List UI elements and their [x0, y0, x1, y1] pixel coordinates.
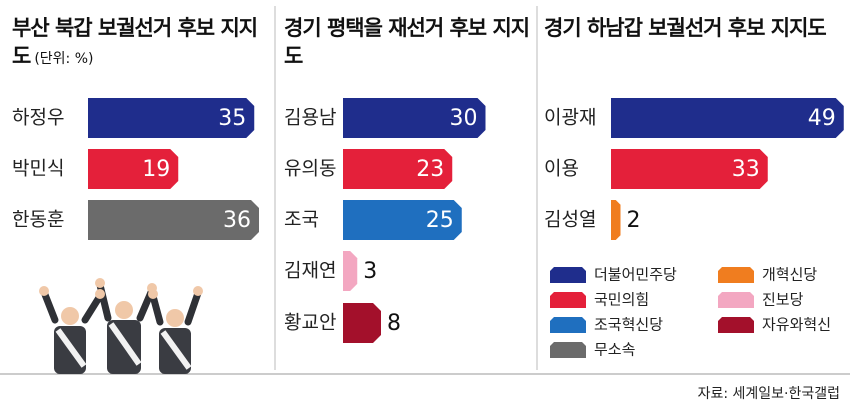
chart-title: 경기 평택을 재선거 후보 지지도 — [284, 16, 530, 68]
legend-swatch — [718, 317, 754, 333]
value-label: 49 — [808, 106, 836, 131]
value-label: 36 — [223, 208, 251, 233]
category-label: 이용 — [544, 158, 579, 180]
illustration — [39, 278, 203, 374]
value-label: 2 — [627, 208, 641, 233]
bar — [88, 200, 259, 240]
category-label: 한동훈 — [12, 209, 64, 231]
value-label: 33 — [732, 157, 760, 182]
bar — [343, 98, 486, 138]
category-label: 하정우 — [12, 107, 64, 129]
bar — [343, 149, 453, 189]
chart-title-block: 경기 평택을 재선거 후보 지지도 — [284, 14, 534, 70]
value-label: 25 — [426, 208, 454, 233]
value-label: 3 — [363, 259, 377, 284]
legend-label: 진보당 — [762, 291, 804, 309]
category-label: 김성열 — [544, 209, 596, 231]
chart-title: 부산 북갑 보궐선거 후보 지지도 — [12, 16, 258, 68]
legend-swatch — [550, 342, 586, 358]
legend-label: 자유와혁신 — [762, 316, 831, 334]
bar — [343, 251, 358, 291]
legend-swatch — [718, 267, 754, 283]
category-label: 황교안 — [284, 312, 336, 334]
value-label: 8 — [387, 311, 401, 336]
bar — [611, 200, 621, 240]
category-label: 유의동 — [284, 158, 336, 180]
chart-title-block: 경기 하남갑 보궐선거 후보 지지도 — [544, 14, 834, 42]
chart-title-block: 부산 북갑 보궐선거 후보 지지도 (단위: %) — [12, 14, 267, 73]
chart-subtitle: (단위: %) — [34, 51, 94, 67]
category-label: 이광재 — [544, 107, 596, 129]
bar — [343, 200, 462, 240]
bar — [88, 149, 179, 189]
bar — [343, 303, 381, 343]
value-label: 19 — [142, 157, 170, 182]
value-label: 23 — [416, 157, 444, 182]
legend-label: 무소속 — [594, 341, 636, 359]
legend-label: 조국혁신당 — [594, 316, 663, 334]
legend-label: 국민의힘 — [594, 291, 649, 309]
category-label: 조국 — [284, 209, 319, 231]
legend-swatch — [550, 267, 586, 283]
source: 자료: 세계일보·한국갤럽 — [698, 386, 840, 402]
category-label: 김재연 — [284, 260, 336, 282]
category-label: 박민식 — [12, 158, 64, 180]
category-label: 김용남 — [284, 107, 336, 129]
legend-label: 개혁신당 — [762, 266, 817, 284]
value-label: 30 — [450, 106, 478, 131]
bar — [88, 98, 255, 138]
bar — [611, 98, 844, 138]
legend-swatch — [550, 292, 586, 308]
legend-swatch — [718, 292, 754, 308]
legend-swatch — [550, 317, 586, 333]
legend-label: 더불어민주당 — [594, 266, 677, 284]
chart-title: 경기 하남갑 보궐선거 후보 지지도 — [544, 16, 827, 40]
value-label: 35 — [218, 106, 246, 131]
bar — [611, 149, 768, 189]
